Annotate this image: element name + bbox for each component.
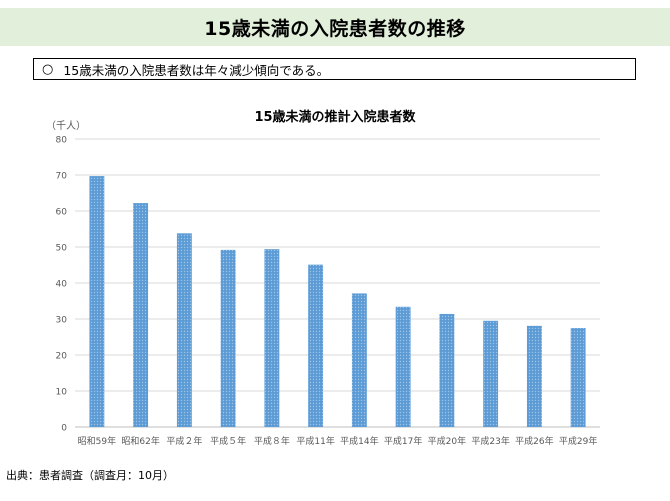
y-tick-label: 30 — [56, 316, 68, 326]
bar — [308, 264, 324, 427]
x-tick-label: 平成29年 — [559, 435, 597, 447]
y-tick-label: 10 — [56, 388, 68, 398]
x-tick-label: 昭和59年 — [78, 435, 116, 447]
bar — [483, 320, 499, 427]
x-tick-label: 平成23年 — [471, 435, 509, 447]
x-tick-label: 平成11年 — [296, 435, 334, 447]
y-axis-unit: （千人） — [46, 121, 86, 132]
bar — [526, 325, 542, 427]
source-note: 出典：患者調査（調査月：10月） — [6, 469, 174, 482]
bar — [89, 176, 105, 427]
x-tick-label: 平成14年 — [340, 435, 378, 447]
page-title: 15歳未満の入院患者数の推移 — [204, 17, 466, 40]
bullet-circle-icon: ○ — [42, 61, 54, 77]
bar — [395, 306, 411, 427]
chart-title: 15歳未満の推計入院患者数 — [254, 110, 416, 125]
x-tick-label: 平成２年 — [166, 435, 202, 447]
summary-box: ○ 15歳未満の入院患者数は年々減少傾向である。 — [33, 58, 636, 80]
bars — [89, 176, 586, 427]
x-tick-label: 昭和62年 — [121, 435, 159, 447]
x-tick-label: 平成26年 — [515, 435, 553, 447]
y-tick-label: 40 — [56, 280, 68, 290]
x-tick-label: 平成17年 — [384, 435, 422, 447]
y-tick-label: 80 — [56, 136, 68, 146]
x-tick-label: 平成８年 — [254, 435, 290, 447]
y-tick-label: 60 — [56, 208, 68, 218]
bar — [439, 313, 455, 427]
x-tick-label: 平成５年 — [210, 435, 246, 447]
bar — [351, 293, 367, 427]
y-tick-label: 0 — [61, 424, 67, 434]
grid-lines — [75, 138, 600, 428]
title-band: 15歳未満の入院患者数の推移 — [0, 8, 670, 46]
y-tick-label: 20 — [56, 352, 68, 362]
x-tick-label: 平成20年 — [428, 435, 466, 447]
y-tick-label: 50 — [56, 244, 68, 254]
y-tick-label: 70 — [56, 172, 68, 182]
bar — [176, 233, 192, 427]
bar — [133, 203, 149, 427]
y-axis-ticks: 0 10 20 30 40 50 60 70 80 — [56, 136, 68, 434]
summary-text: 15歳未満の入院患者数は年々減少傾向である。 — [63, 62, 330, 78]
bar — [570, 328, 586, 427]
bar — [220, 249, 236, 427]
x-axis-ticks: 昭和59年 昭和62年 平成２年 平成５年 平成８年 平成11年 平成14年 平成17年 平成2… — [78, 435, 598, 447]
bar — [264, 249, 280, 427]
